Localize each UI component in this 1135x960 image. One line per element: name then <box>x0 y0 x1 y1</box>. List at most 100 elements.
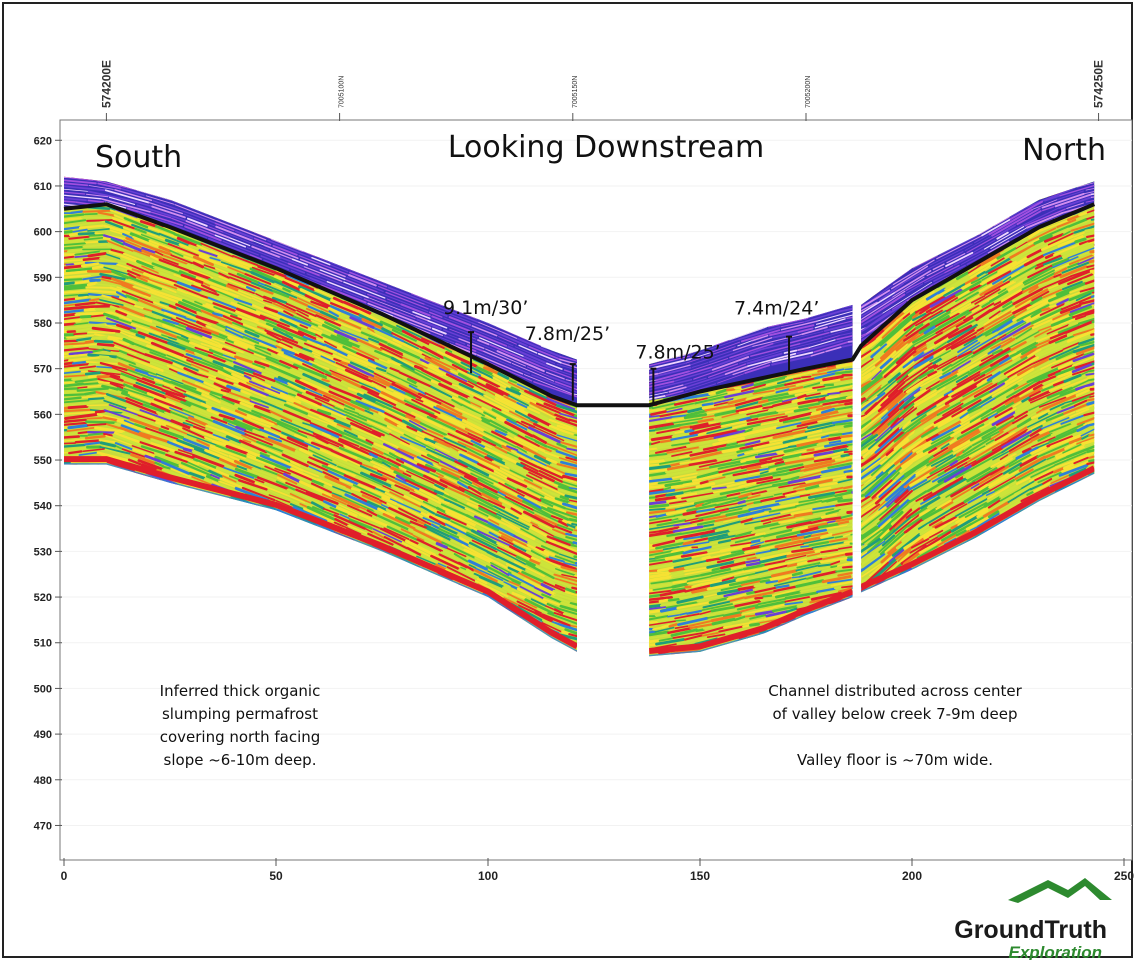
radar-stroke <box>64 270 89 276</box>
radar-stroke <box>474 567 504 582</box>
radar-stroke <box>736 423 762 431</box>
radar-stroke <box>697 431 708 436</box>
radar-stroke <box>64 293 79 298</box>
radar-stroke <box>283 403 309 415</box>
radar-stroke <box>444 347 455 354</box>
permafrost-stroke <box>431 315 471 332</box>
radar-stroke <box>86 404 109 407</box>
radar-stroke <box>226 394 240 400</box>
radar-stroke <box>416 519 427 526</box>
radar-stroke <box>498 568 510 576</box>
radar-stroke <box>511 530 543 549</box>
radar-stroke <box>185 349 196 355</box>
radar-stroke <box>123 252 152 266</box>
radar-stroke <box>294 379 319 392</box>
radar-stroke <box>394 484 410 492</box>
permafrost-stroke <box>346 276 384 292</box>
radar-stroke <box>396 324 423 339</box>
radar-stroke <box>65 263 76 266</box>
radar-stroke <box>502 459 530 473</box>
radar-stroke <box>438 382 470 399</box>
permafrost-stroke <box>537 352 562 364</box>
radar-stroke <box>686 492 721 502</box>
radar-stroke <box>499 523 514 533</box>
radar-stroke <box>400 364 433 382</box>
permafrost-stroke <box>192 214 216 224</box>
radar-stroke <box>718 466 743 474</box>
radar-stroke <box>451 363 469 374</box>
radar-stroke <box>196 439 211 448</box>
radar-stroke <box>132 285 149 292</box>
radar-stroke <box>108 250 123 257</box>
radar-stroke <box>67 248 83 253</box>
radar-stroke <box>727 397 748 405</box>
radar-stroke <box>465 447 487 459</box>
radar-stroke <box>153 398 184 411</box>
radar-stroke <box>421 337 446 350</box>
radar-stroke <box>760 487 794 496</box>
radar-stroke <box>267 348 280 355</box>
radar-stroke <box>338 446 373 463</box>
permafrost-stroke <box>207 237 252 256</box>
radar-stroke <box>163 369 197 384</box>
radar-stroke <box>778 482 807 489</box>
radar-stroke <box>151 247 172 256</box>
radar-stroke <box>484 553 508 565</box>
radar-stroke <box>488 518 501 527</box>
radar-stroke <box>370 313 397 327</box>
radar-stroke <box>533 611 554 623</box>
radar-stroke <box>80 262 100 268</box>
radar-stroke <box>355 408 389 425</box>
radar-stroke <box>366 500 388 512</box>
radar-stroke <box>562 612 577 619</box>
radar-stroke <box>178 263 193 271</box>
permafrost-stroke <box>64 181 89 187</box>
radar-stroke <box>250 418 272 429</box>
radar-stroke <box>178 464 209 478</box>
radar-stroke <box>220 406 252 421</box>
radar-stroke <box>86 295 102 299</box>
radar-stroke <box>471 520 502 536</box>
radar-stroke <box>289 368 304 375</box>
radar-stroke <box>100 371 122 379</box>
radar-stroke <box>65 267 94 273</box>
radar-stroke <box>294 353 310 362</box>
radar-stroke <box>409 520 429 530</box>
radar-stroke <box>383 443 416 460</box>
radar-stroke <box>820 387 844 395</box>
radar-stroke <box>485 414 495 421</box>
radar-stroke <box>557 488 577 497</box>
radar-stroke <box>141 265 160 275</box>
radar-stroke <box>333 419 352 428</box>
radar-stroke <box>691 472 724 483</box>
radar-stroke <box>208 376 228 386</box>
radar-stroke <box>137 331 170 345</box>
radar-stroke <box>393 544 417 557</box>
radar-stroke <box>217 370 248 385</box>
radar-stroke <box>357 457 374 467</box>
radar-stroke <box>183 393 207 404</box>
permafrost-stroke <box>523 355 558 372</box>
radar-stroke <box>214 414 224 421</box>
radar-stroke <box>224 361 235 367</box>
radar-stroke <box>253 353 267 359</box>
radar-stroke <box>672 417 703 424</box>
radar-stroke <box>68 450 83 455</box>
permafrost-stroke <box>270 250 293 260</box>
radar-stroke <box>421 353 432 360</box>
radar-stroke <box>282 287 293 294</box>
radar-stroke <box>529 526 549 538</box>
radar-stroke <box>68 232 80 237</box>
radar-stroke <box>118 318 132 325</box>
radar-stroke <box>562 474 577 482</box>
radar-stroke <box>94 409 106 414</box>
permafrost-stroke <box>385 301 414 313</box>
radar-stroke <box>386 479 396 485</box>
radar-stroke <box>425 463 459 481</box>
radar-stroke <box>553 593 577 603</box>
radar-stroke <box>544 495 565 506</box>
radar-stroke <box>844 367 853 371</box>
radar-stroke <box>448 521 468 533</box>
radar-stroke <box>545 605 554 610</box>
radar-stroke <box>528 471 543 480</box>
